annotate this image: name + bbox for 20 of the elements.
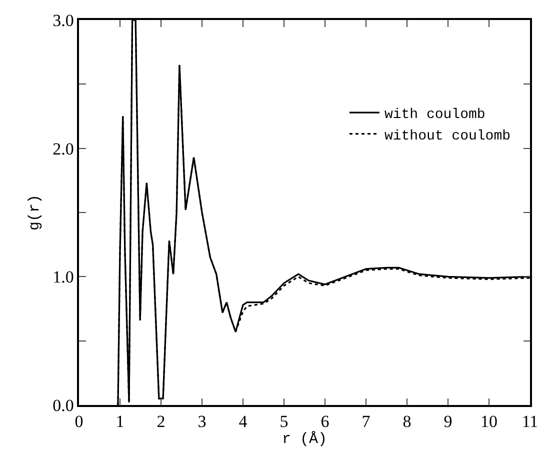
y-tick-label: 1.0 [52,268,74,287]
x-tick-label: 4 [238,412,248,432]
x-tick-label: 7 [362,412,371,432]
x-axis-title: r (Å) [282,431,328,448]
x-tick-label: 0 [74,412,84,432]
y-axis-title: g(r) [26,194,44,231]
y-tick-label: 3.0 [52,10,74,30]
y-tick-label: 2.0 [52,139,74,158]
x-tick-label: 3 [198,412,206,432]
x-tick-label: 6 [320,412,330,432]
x-tick-label: 9 [444,412,452,432]
x-tick-label: 1 [116,412,124,432]
legend-label: without coulomb [384,128,510,144]
x-tick-label: 10 [480,412,498,432]
y-tick-label: 0.0 [52,396,74,415]
x-tick-label: 8 [402,412,412,432]
legend-label: with coulomb [384,107,486,124]
x-tick-label: 11 [522,412,538,432]
x-tick-label: 2 [156,412,166,432]
x-tick-label: 5 [280,412,288,432]
